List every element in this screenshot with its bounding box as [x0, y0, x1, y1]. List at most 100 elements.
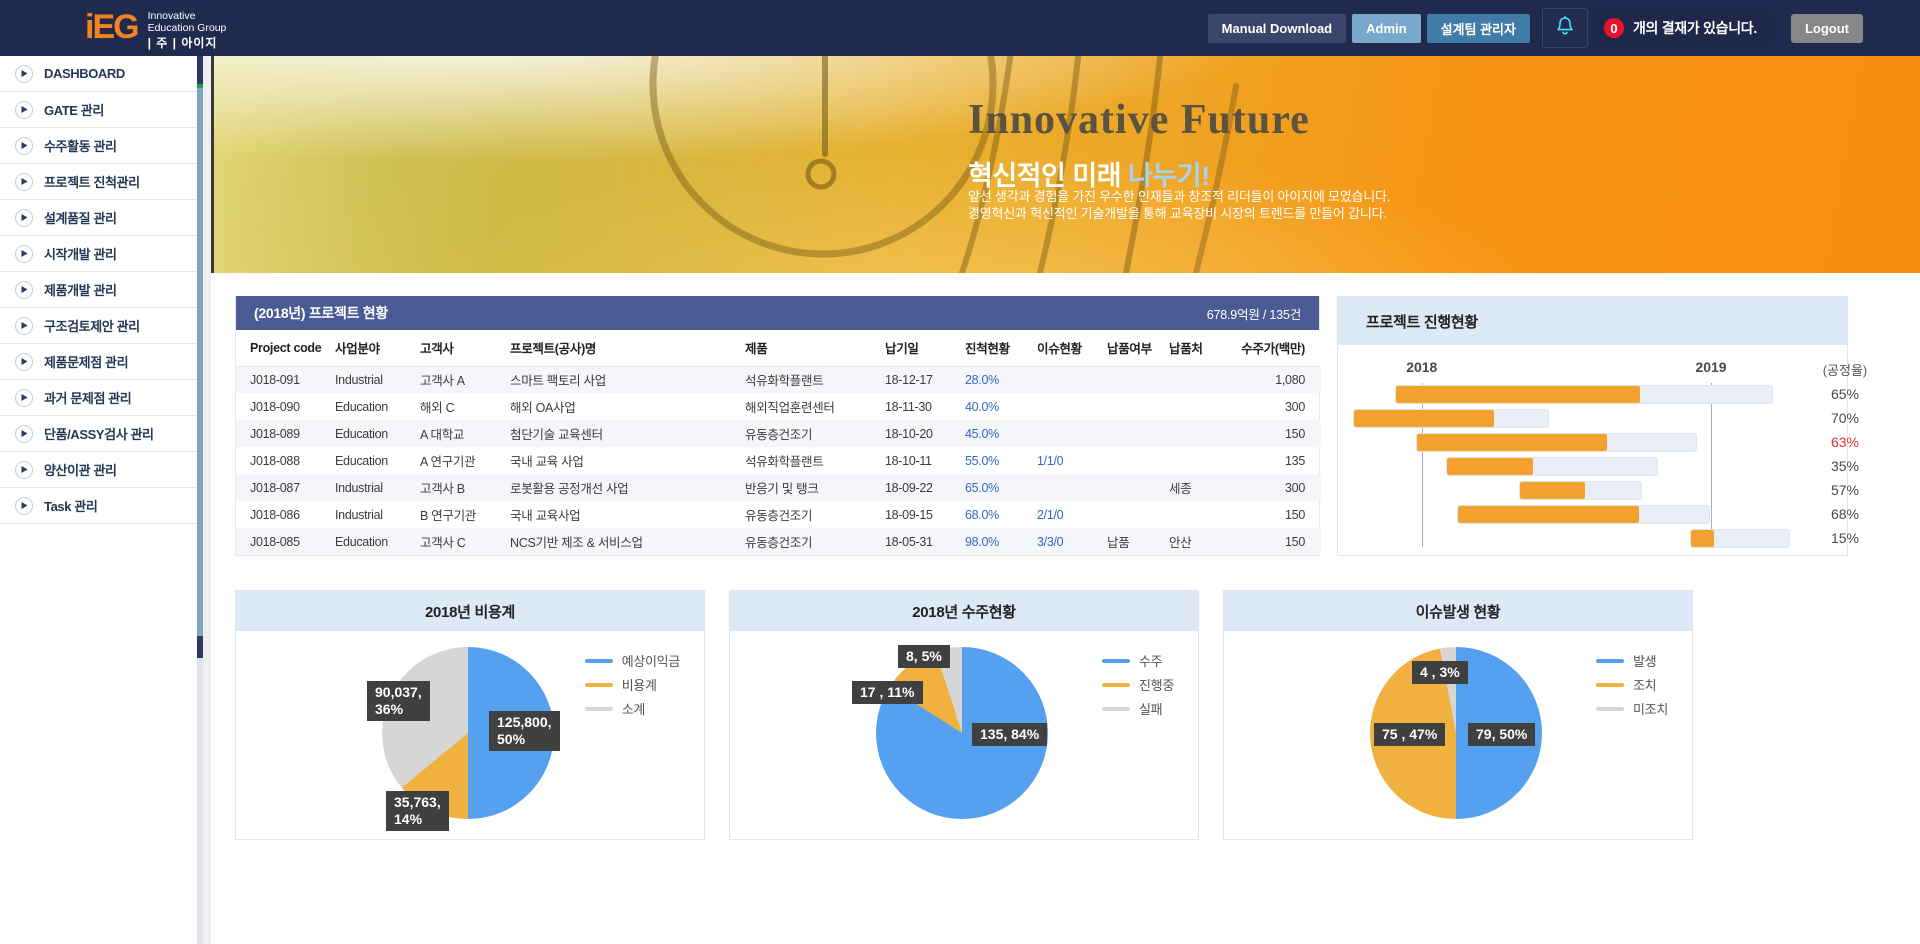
sidebar-item-9[interactable]: 제품문제점 관리 — [0, 344, 197, 380]
pie-slice-label: 135, 84% — [972, 723, 1048, 746]
table-cell — [1103, 366, 1165, 393]
lightbulb-sketch-icon — [649, 56, 1239, 273]
gantt-track[interactable] — [1518, 481, 1643, 500]
gantt-track[interactable] — [1416, 433, 1698, 452]
gantt-track[interactable] — [1457, 505, 1711, 524]
arrow-icon — [15, 244, 33, 263]
pie-panels: 2018년 비용계 예상이익금 비용계 소계 125,800, 50% 35,763, 14%… — [235, 590, 1693, 840]
sidebar-item-10[interactable]: 과거 문제점 관리 — [0, 380, 197, 416]
sidebar: DASHBOARD GATE 관리 수주활동 관리 프로젝트 진척관리 설계품질 관리 시… — [0, 56, 197, 944]
gantt-track[interactable] — [1690, 529, 1791, 548]
content-left-gutter — [203, 56, 211, 944]
manual-download-button[interactable]: Manual Download — [1207, 13, 1347, 43]
gantt-unit-label: (공정율) — [1822, 363, 1868, 378]
table-cell[interactable]: 2/1/0 — [1037, 507, 1064, 522]
sidebar-item-8[interactable]: 구조검토제안 관리 — [0, 308, 197, 344]
company-logo[interactable]: iEG Innovative Education Group | 주 | 아이지 — [85, 7, 226, 49]
admin-button[interactable]: Admin — [1352, 13, 1421, 43]
table-cell[interactable]: 98.0% — [965, 534, 999, 549]
table-cell: 150 — [1285, 534, 1305, 549]
sidebar-item-13[interactable]: Task 관리 — [0, 488, 197, 524]
sidebar-item-11[interactable]: 단품/ASSY검사 관리 — [0, 416, 197, 452]
sidebar-item-label: 과거 문제점 관리 — [44, 391, 132, 406]
table-row[interactable]: J018-091 Industrial 고객사 A 스마트 팩토리 사업 석유화학플랜트… — [236, 366, 1321, 393]
sidebar-item-7[interactable]: 제품개발 관리 — [0, 272, 197, 308]
legend-item: 수주 — [1102, 651, 1174, 670]
table-cell: 스마트 팩토리 사업 — [510, 374, 606, 389]
table-cell: J018-089 — [250, 426, 300, 441]
sidebar-item-12[interactable]: 양산이관 관리 — [0, 452, 197, 488]
table-row[interactable]: J018-088 Education A 연구기관 국내 교육 사업 석유화학플랜트 18… — [236, 447, 1321, 474]
gantt-track[interactable] — [1445, 457, 1658, 476]
notification-bell-button[interactable] — [1541, 8, 1588, 48]
column-header: 진척현황 — [961, 330, 1033, 367]
table-row[interactable]: J018-086 Industrial B 연구기관 국내 교육사업 유동층건조기 18-… — [236, 501, 1321, 528]
table-cell[interactable]: 45.0% — [965, 426, 999, 441]
gantt-track[interactable] — [1352, 409, 1550, 428]
sidebar-item-label: Task 관리 — [44, 499, 98, 514]
column-header: 이슈현황 — [1033, 330, 1103, 367]
legend-label: 진행중 — [1139, 678, 1174, 693]
design-team-manager-button[interactable]: 설계팀 관리자 — [1426, 13, 1530, 43]
gantt-bar-row: 15% — [1346, 527, 1859, 551]
gantt-progress-fill — [1417, 434, 1607, 451]
scrollbar-thumb[interactable] — [197, 88, 203, 636]
table-cell — [1033, 420, 1103, 447]
table-cell — [1103, 501, 1165, 528]
table-cell: 유동층건조기 — [745, 509, 813, 523]
column-header: 납기일 — [881, 330, 961, 367]
table-row[interactable]: J018-089 Education A 대학교 첨단기술 교육센터 유동층건조기 18-… — [236, 420, 1321, 447]
legend-label: 예상이익금 — [621, 654, 681, 669]
column-header: 납품처 — [1165, 330, 1221, 367]
pie-slice-label: 75 , 47% — [1374, 723, 1446, 746]
table-cell: 로봇활용 공정개선 사업 — [510, 482, 629, 496]
table-cell: 유동층건조기 — [745, 536, 813, 550]
pie-slice-label: 79, 50% — [1468, 723, 1536, 746]
hero-banner: Innovative Future 혁신적인 미래 나누기! 앞선 생각과 경험… — [211, 56, 1920, 273]
sidebar-item-4[interactable]: 프로젝트 진척관리 — [0, 164, 197, 200]
table-row[interactable]: J018-087 Industrial 고객사 B 로봇활용 공정개선 사업 반응기 및… — [236, 474, 1321, 501]
legend-item: 소계 — [584, 699, 680, 718]
table-row[interactable]: J018-085 Education 고객사 C NCS기반 제조 & 서비스업 유동층… — [236, 528, 1321, 555]
arrow-icon — [15, 280, 33, 299]
column-header: 제품 — [741, 330, 881, 367]
sidebar-menu: DASHBOARD GATE 관리 수주활동 관리 프로젝트 진척관리 설계품질 관리 시… — [0, 56, 197, 524]
gantt-track[interactable] — [1394, 385, 1773, 404]
table-cell: 18-09-22 — [885, 480, 933, 495]
table-cell: Industrial — [335, 507, 383, 522]
table-cell[interactable]: 68.0% — [965, 507, 999, 522]
panel-title: 이슈발생 현황 — [1224, 591, 1692, 631]
project-table-body: J018-091 Industrial 고객사 A 스마트 팩토리 사업 석유화학플랜트… — [236, 366, 1321, 555]
sidebar-item-5[interactable]: 설계품질 관리 — [0, 200, 197, 236]
sidebar-item-2[interactable]: GATE 관리 — [0, 92, 197, 128]
legend-label: 수주 — [1139, 654, 1163, 669]
legend-swatch — [584, 706, 613, 711]
sidebar-item-3[interactable]: 수주활동 관리 — [0, 128, 197, 164]
table-cell[interactable]: 28.0% — [965, 372, 999, 387]
approval-notification[interactable]: 0 개의 결재가 있습니다. — [1593, 9, 1773, 47]
table-cell: 150 — [1285, 507, 1305, 522]
table-cell[interactable]: 3/3/0 — [1037, 534, 1064, 549]
sidebar-item-6[interactable]: 시작개발 관리 — [0, 236, 197, 272]
table-cell[interactable]: 65.0% — [965, 480, 999, 495]
table-cell: Industrial — [335, 480, 383, 495]
table-cell[interactable]: 55.0% — [965, 453, 999, 468]
pie-slice-label: 8, 5% — [898, 645, 950, 668]
table-cell: J018-090 — [250, 399, 300, 414]
logout-button[interactable]: Logout — [1790, 13, 1863, 43]
table-cell[interactable]: 40.0% — [965, 399, 999, 414]
legend-item: 실패 — [1102, 699, 1174, 718]
table-row[interactable]: J018-090 Education 해외 C 해외 OA사업 해외직업훈련센터 18-1… — [236, 393, 1321, 420]
sidebar-scrollbar[interactable] — [197, 56, 203, 944]
table-cell: 첨단기술 교육센터 — [510, 428, 603, 442]
arrow-icon — [15, 64, 33, 83]
gantt-progress-fill — [1458, 506, 1639, 523]
table-cell[interactable]: 1/1/0 — [1037, 453, 1064, 468]
column-header: 납품여부 — [1103, 330, 1165, 367]
table-cell — [1033, 474, 1103, 501]
gantt-bar-row: 63% — [1346, 431, 1859, 455]
table-cell: Education — [335, 534, 388, 549]
table-cell: 고객사 B — [420, 482, 465, 496]
table-cell: A 연구기관 — [420, 455, 476, 469]
sidebar-item-1[interactable]: DASHBOARD — [0, 56, 197, 92]
